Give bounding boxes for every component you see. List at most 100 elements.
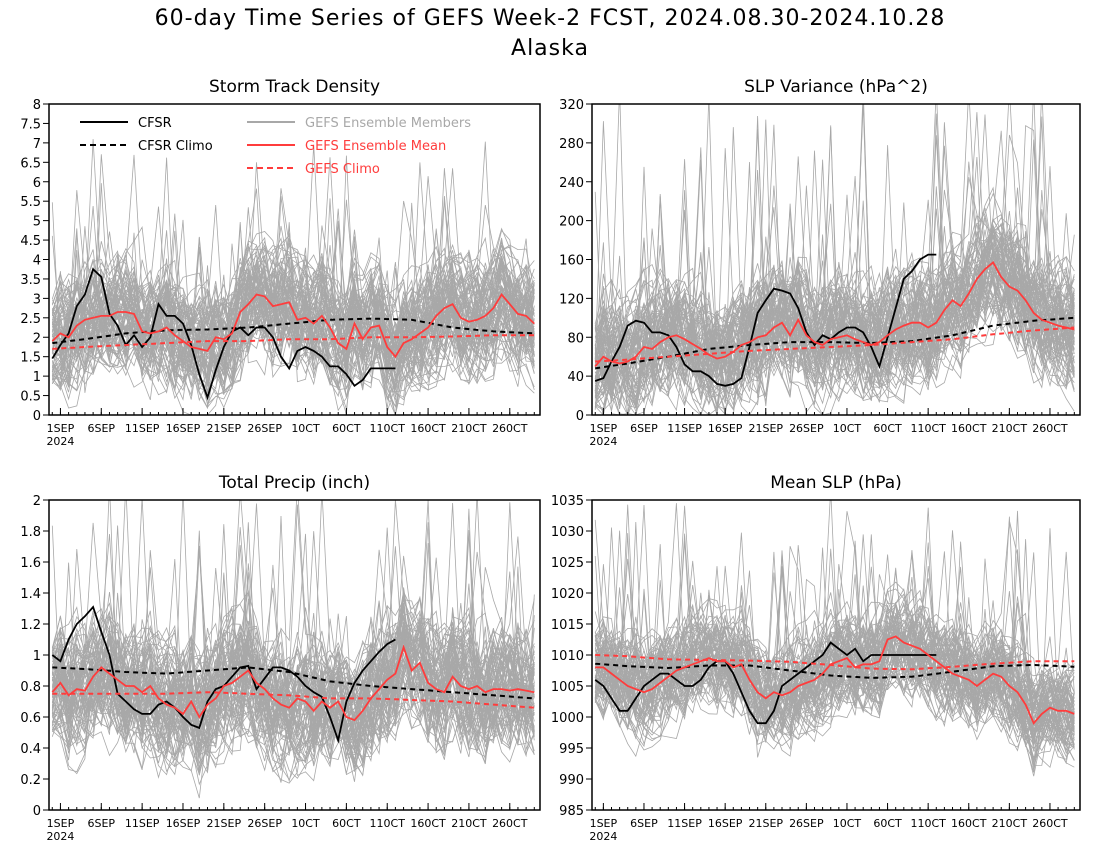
y-tick-label: 2.5 [20,312,41,327]
ensemble-member-line [594,274,1075,405]
series-line-cfsr-climo [52,317,535,345]
legend-label-cfsr: CFSR [138,116,172,131]
ensemble-member-line [594,578,1075,761]
panel-storm-track-density: Storm Track Density 0 0.5 1 1.5 2 2.5 3 3.5 4 4.5 5… [20,77,541,448]
x-tick-label: 10CT [833,817,862,830]
x-year-label: 2024 [46,830,74,843]
ensemble-member-line [594,599,1075,745]
ensemble-member-line [594,104,1075,372]
panel-title: Mean SLP (hPa) [770,473,902,493]
y-tick-label: 200 [559,215,584,230]
ensemble-member-line [594,234,1075,391]
x-tick-label: 1SEP [590,817,618,830]
x-tick-label: 11SEP [667,422,702,435]
ensemble-member-line [595,185,1075,412]
ensemble-member-line [52,618,535,758]
y-tick-label: 1.2 [20,618,41,633]
x-tick-label: 60CT [873,817,902,830]
y-tick-label: 7 [33,137,41,152]
y-tick-label: 0 [33,804,41,819]
series-line-mean [595,635,1075,725]
x-tick-label: 26SEP [789,422,824,435]
y-tick-label: 1 [33,370,41,385]
x-tick-label: 160CT [951,817,987,830]
x-tick-label: 26SEP [789,817,824,830]
x-tick-label: 260CT [1032,817,1068,830]
x-tick-label: 16SEP [708,422,743,435]
figure-title-line-1: 60-day Time Series of GEFS Week-2 FCST, … [154,6,946,31]
x-tick-label: 6SEP [630,422,658,435]
ensemble-member-line [51,236,535,398]
y-tick-label: 1025 [551,556,584,571]
y-tick-label: 4.5 [20,234,41,249]
legend-label-members: GEFS Ensemble Members [305,116,471,131]
ensemble-member-line [594,104,1075,411]
x-tick-label: 26SEP [247,817,282,830]
x-tick-label: 26SEP [247,422,282,435]
x-tick-label: 10CT [291,422,320,435]
x-tick-label: 11SEP [667,817,702,830]
y-tick-label: 120 [559,292,584,307]
x-tick-label: 11SEP [125,817,160,830]
x-tick-label: 1SEP [47,817,75,830]
x-tick-label: 11SEP [125,422,160,435]
x-tick-label: 210CT [992,422,1028,435]
ensemble-member-line [51,545,535,776]
legend: CFSR CFSR Climo GEFS Ensemble Members GEFS … [80,116,471,177]
x-tick-label: 160CT [410,817,446,830]
y-tick-label: 5 [33,215,41,230]
figure-title: 60-day Time Series of GEFS Week-2 FCST, … [0,4,1100,64]
ensemble-member-line [594,520,1075,740]
y-tick-label: 1.4 [20,587,41,602]
ensemble-member-line [594,226,1075,415]
y-tick-label: 2 [33,494,41,509]
x-tick-label: 6SEP [87,817,115,830]
ensemble-member-line [51,551,535,755]
ensemble-member-line [51,271,535,398]
y-tick-label: 0.8 [20,680,41,695]
series-line-mean [51,292,535,359]
y-tick-label: 1.8 [20,525,41,540]
y-tick-label: 990 [559,773,584,788]
ensemble-member-line [594,251,1075,394]
y-tick-label: 6.5 [20,156,41,171]
series-line-gefs-climo [595,654,1075,671]
y-tick-label: 3 [33,292,41,307]
ensemble-members [594,104,1075,415]
y-tick-label: 1000 [551,711,584,726]
x-tick-label: 110CT [910,422,946,435]
x-tick-label: 260CT [492,422,528,435]
legend-label-mean: GEFS Ensemble Mean [305,139,446,154]
y-tick-label: 995 [559,742,584,757]
ensemble-member-line [51,244,535,388]
y-tick-label: 320 [559,98,584,113]
y-tick-label: 1 [33,649,41,664]
y-tick-label: 160 [559,254,584,269]
panel-title: Storm Track Density [209,77,380,97]
y-tick-label: 0.6 [20,711,41,726]
y-tick-label: 3.5 [20,273,41,288]
y-tick-label: 0 [576,409,584,424]
x-tick-label: 6SEP [630,817,658,830]
ensemble-member-line [595,608,1075,763]
y-tick-label: 0.4 [20,742,41,757]
y-tick-label: 5.5 [20,195,41,210]
y-tick-label: 1035 [551,494,584,509]
y-tick-label: 1.5 [20,351,41,366]
x-tick-label: 60CT [332,817,361,830]
legend-label-gefs-climo: GEFS Climo [305,162,380,177]
x-tick-label: 1SEP [47,422,75,435]
ensemble-member-line [594,618,1075,765]
y-tick-label: 0.5 [20,390,41,405]
x-tick-label: 16SEP [166,817,201,830]
y-tick-label: 80 [567,331,584,346]
series-line-cfsr [594,641,937,725]
ensemble-member-line [51,500,535,753]
y-tick-label: 0.2 [20,773,41,788]
y-tick-label: 1020 [551,587,584,602]
ensemble-member-line [51,242,535,391]
y-tick-label: 280 [559,137,584,152]
x-tick-label: 210CT [451,422,487,435]
legend-label-cfsr-climo: CFSR Climo [138,139,213,154]
